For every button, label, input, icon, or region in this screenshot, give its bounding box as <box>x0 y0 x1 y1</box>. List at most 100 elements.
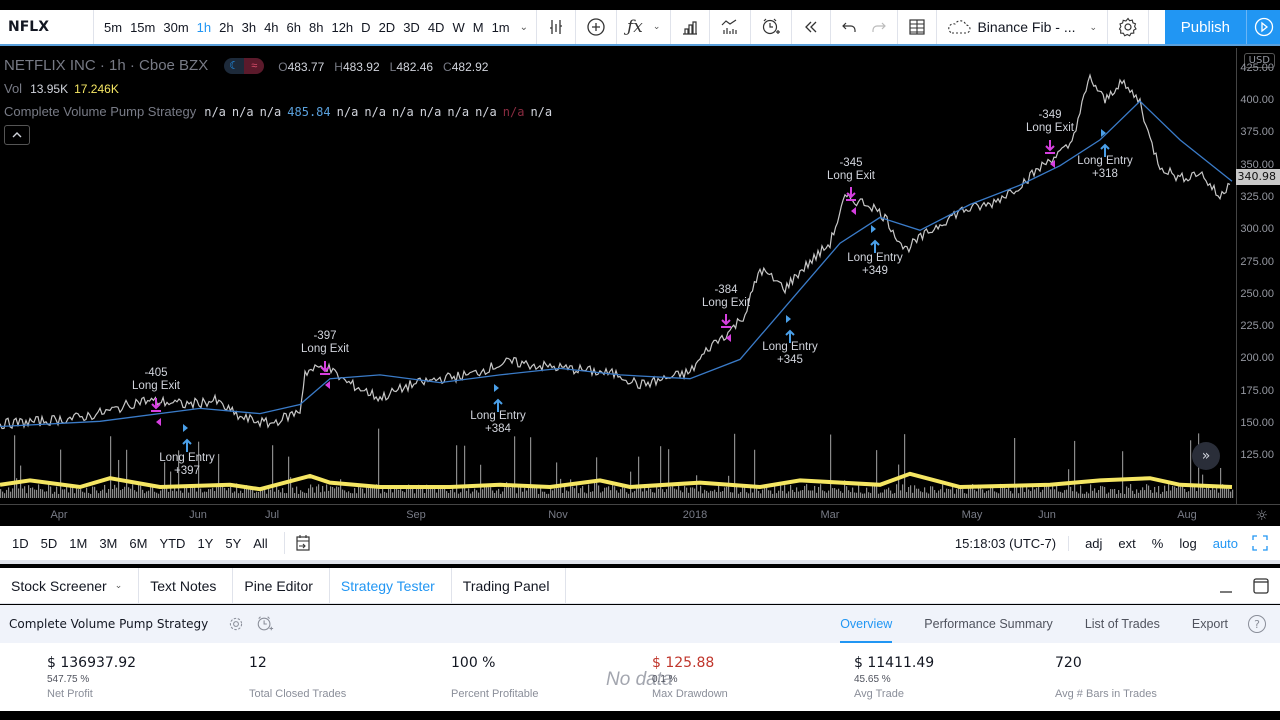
scale-option-percent[interactable]: % <box>1151 535 1164 551</box>
indicators-button[interactable]: ƒx ⌄ <box>617 10 672 44</box>
legend-strategy-row[interactable]: Complete Volume Pump Strategy n/a n/a n/a 4… <box>4 100 552 123</box>
symbol-search-button[interactable]: NFLX <box>0 10 94 44</box>
scale-option-auto[interactable]: auto <box>1212 535 1238 551</box>
subtab-overview[interactable]: Overview <box>824 605 908 643</box>
interval-8h[interactable]: 8h <box>309 19 324 35</box>
subtab-export[interactable]: Export <box>1191 617 1228 631</box>
interval-30m[interactable]: 30m <box>163 19 189 35</box>
range-ytd[interactable]: YTD <box>159 535 186 551</box>
long-entry-arrow-icon <box>182 424 192 452</box>
scale-option-log[interactable]: log <box>1179 535 1197 551</box>
no-data-overlay: No data <box>606 669 673 690</box>
settings-gear-icon <box>1118 17 1137 37</box>
price-tick-label: 250.00 <box>1240 287 1274 300</box>
scale-option-adj[interactable]: adj <box>1085 535 1103 551</box>
gear-icon <box>230 617 243 631</box>
alert-button[interactable] <box>751 10 793 44</box>
interval-3h[interactable]: 3h <box>241 19 257 35</box>
price-tick-label: 325.00 <box>1240 191 1274 203</box>
undo-redo-group <box>831 10 899 44</box>
time-axis[interactable]: Apr Jun Jul Sep Nov 2018 Mar May Jun Aug <box>0 504 1280 526</box>
interval-2h[interactable]: 2h <box>219 19 234 35</box>
compare-button[interactable] <box>537 10 577 44</box>
approx-icon[interactable]: ≈ <box>244 57 265 74</box>
chart-type-button[interactable] <box>671 10 711 44</box>
strategy-sub-tabs: Overview Performance Summary List of Trade… <box>824 605 1244 643</box>
price-tick-label: 350.00 <box>1240 158 1274 171</box>
long-entry-label: Long Entry +349 <box>847 252 903 277</box>
interval-4h[interactable]: 4h <box>264 19 279 35</box>
chevron-down-icon[interactable]: ⌄ <box>519 21 529 33</box>
settings-button[interactable] <box>1108 10 1150 44</box>
range-all[interactable]: All <box>253 535 268 551</box>
tab-pine-editor[interactable]: Pine Editor <box>233 568 330 603</box>
long-exit-arrow-icon <box>320 361 330 389</box>
range-5y[interactable]: 5Y <box>225 535 242 551</box>
interval-M[interactable]: M <box>472 19 484 35</box>
fullscreen-icon[interactable] <box>1252 535 1268 551</box>
clock-time[interactable]: 15:18:03 (UTC-7) <box>955 535 1070 551</box>
interval-12h[interactable]: 12h <box>331 19 354 35</box>
currency-badge[interactable]: USD <box>1243 53 1275 68</box>
tab-trading-panel[interactable]: Trading Panel <box>452 568 567 603</box>
tab-text-notes[interactable]: Text Notes <box>139 568 234 603</box>
templates-button[interactable] <box>710 10 752 44</box>
range-6m[interactable]: 6M <box>129 535 148 551</box>
chart-pane[interactable]: -405 Long Exit Long Entry +397 -397 Long Exit… <box>0 48 1280 526</box>
add-symbol-button[interactable] <box>576 10 618 44</box>
stat-percent-profitable: 100 % Percent Profitable <box>451 655 538 700</box>
interval-1m[interactable]: 1m <box>491 19 510 35</box>
interval-4D[interactable]: 4D <box>427 19 445 35</box>
interval-5m[interactable]: 5m <box>104 19 123 35</box>
range-1d[interactable]: 1D <box>12 535 29 551</box>
minimize-icon[interactable] <box>1218 578 1234 594</box>
scroll-to-realtime-button[interactable]: » <box>1192 442 1220 470</box>
price-tick-label: 400.00 <box>1240 94 1274 107</box>
time-tick-label: Jun <box>1038 509 1056 521</box>
interval-15m[interactable]: 15m <box>130 19 156 35</box>
long-entry-arrow-icon <box>785 315 795 343</box>
publish-button[interactable]: Publish <box>1164 10 1246 44</box>
range-1y[interactable]: 1Y <box>197 535 214 551</box>
chart-settings-gear-icon[interactable]: ☼ <box>1255 508 1268 524</box>
legend-volume-row[interactable]: Vol 13.95K 17.246K <box>4 77 552 100</box>
subtab-performance-summary[interactable]: Performance Summary <box>924 617 1053 631</box>
legend-toggles[interactable]: ☾ ≈ <box>224 57 265 74</box>
layout-selector[interactable]: Binance Fib - ... ⌄ <box>937 10 1109 44</box>
interval-1h[interactable]: 1h <box>196 19 212 35</box>
scale-option-ext[interactable]: ext <box>1118 535 1136 551</box>
layout-grid-button[interactable] <box>898 10 938 44</box>
collapse-legend-button[interactable] <box>4 125 30 145</box>
layout-grid-icon <box>909 19 926 35</box>
long-entry-arrow-icon <box>493 384 503 412</box>
undo-icon[interactable] <box>841 20 857 34</box>
interval-D[interactable]: D <box>361 19 371 35</box>
chevron-down-icon: ⌄ <box>1089 21 1098 32</box>
strategy-tester-header: Complete Volume Pump Strategy Overview Pe… <box>0 605 1280 643</box>
price-tick-label: 200.00 <box>1240 352 1274 365</box>
range-1m[interactable]: 1M <box>69 535 88 551</box>
interval-3D[interactable]: 3D <box>403 19 420 35</box>
tab-stock-screener[interactable]: Stock Screener ⌄ <box>0 568 140 603</box>
help-icon[interactable]: ? <box>1248 615 1266 633</box>
interval-W[interactable]: W <box>452 19 465 35</box>
subtab-list-of-trades[interactable]: List of Trades <box>1084 617 1160 631</box>
price-chart-plot[interactable] <box>0 48 1236 504</box>
interval-2D[interactable]: 2D <box>378 19 396 35</box>
replay-button[interactable] <box>792 10 832 44</box>
strategy-alert-button[interactable] <box>256 615 274 633</box>
range-5d[interactable]: 5D <box>40 535 58 551</box>
tab-strategy-tester[interactable]: Strategy Tester <box>329 568 452 603</box>
interval-6h[interactable]: 6h <box>286 19 301 35</box>
play-button[interactable] <box>1246 10 1280 44</box>
go-to-date-icon[interactable] <box>295 534 311 552</box>
cloud-layout-icon <box>948 20 971 34</box>
strategy-settings-button[interactable] <box>228 616 244 632</box>
range-3m[interactable]: 3M <box>99 535 118 551</box>
stat-sub-value: 45.65 % <box>854 674 891 685</box>
maximize-icon[interactable] <box>1252 577 1270 595</box>
moon-icon[interactable]: ☾ <box>224 57 245 74</box>
redo-icon[interactable] <box>871 20 887 34</box>
chevron-down-icon[interactable]: ⌄ <box>114 580 123 590</box>
price-axis[interactable]: USD 340.98 425.00 400.00 375.00 350.00 325.0… <box>1236 48 1280 504</box>
